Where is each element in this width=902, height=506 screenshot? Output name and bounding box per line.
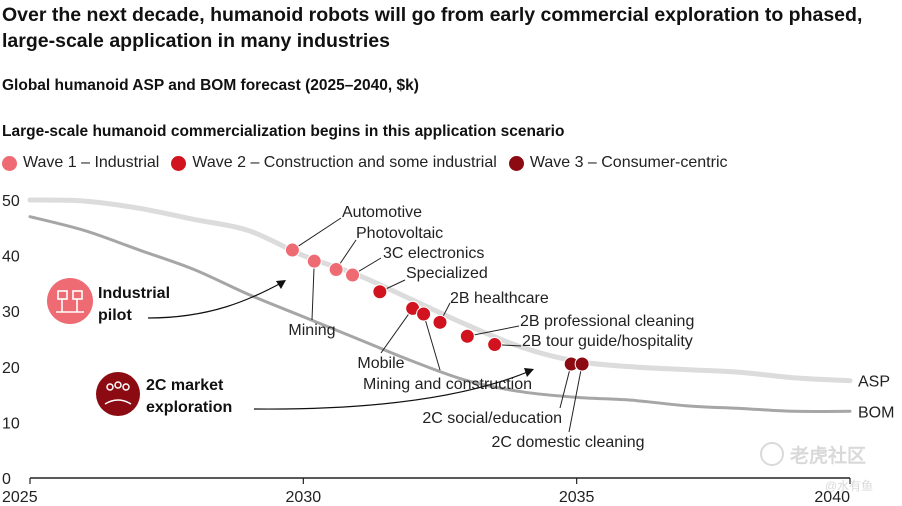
leader-line (292, 217, 342, 251)
industrial-pilot-label-line2: pilot (98, 307, 132, 324)
x-tick-label: 2025 (2, 489, 38, 506)
people-hand-icon (96, 372, 140, 416)
data-point-label: Specialized (406, 265, 488, 282)
legend-dot-wave-3 (508, 155, 524, 171)
leader-line (559, 363, 572, 409)
leader-line (568, 363, 583, 433)
y-tick-label: 50 (2, 193, 20, 210)
y-tick-label: 0 (2, 471, 11, 488)
data-point-label: 2B healthcare (450, 290, 549, 307)
data-point-label: 3C electronics (383, 245, 484, 262)
data-point (345, 267, 361, 283)
industrial-pilot-arrow (147, 281, 284, 319)
leader-line (380, 308, 414, 354)
legend-label-wave-1: Wave 1 – Industrial (23, 154, 160, 171)
series-line-asp (27, 197, 853, 384)
legend-item-wave-2: Wave 2 – Construction and some industria… (171, 154, 497, 172)
data-point (574, 356, 590, 372)
robot-arm-glyph (56, 290, 84, 313)
leader-line (423, 313, 441, 371)
series-label-bom: BOM (858, 404, 894, 421)
x-axis-ticks: 2025 2030 2035 2040 (2, 478, 851, 506)
data-point-label: 2C social/education (422, 410, 562, 427)
y-tick-label: 10 (2, 415, 20, 432)
legend-item-wave-1: Wave 1 – Industrial (2, 154, 159, 172)
chart-title: Over the next decade, humanoid robots wi… (2, 4, 863, 52)
consumer-label-line2: exploration (146, 399, 232, 416)
industrial-pilot-callout: Industrial pilot (47, 278, 286, 324)
y-axis-ticks: 0 10 20 30 40 50 (2, 193, 20, 488)
legend-label-wave-2: Wave 2 – Construction and some industria… (192, 154, 497, 171)
data-point (306, 253, 322, 269)
industrial-pilot-label-line1: Industrial (98, 285, 170, 302)
leader-lines (292, 217, 583, 433)
data-point (487, 337, 503, 353)
legend-dot-wave-1 (2, 155, 17, 171)
data-point (432, 314, 448, 330)
legend-dot-wave-2 (171, 155, 187, 171)
watermark-handle: @水有鱼 (825, 479, 873, 493)
watermark-logo-icon (760, 442, 784, 466)
data-points (284, 242, 590, 372)
data-point (328, 262, 344, 277)
data-point-label: Photovoltaic (356, 225, 443, 242)
consumer-label-line1: 2C market (146, 377, 224, 394)
x-tick-label: 2040 (814, 489, 850, 506)
people-hand-glyph (104, 381, 132, 405)
y-tick-label: 20 (2, 360, 20, 377)
scenario-heading: Large-scale humanoid commercialization b… (2, 123, 565, 140)
data-point-label: 2B tour guide/hospitality (522, 333, 693, 350)
data-point (284, 242, 300, 258)
legend: Wave 1 – Industrial Wave 2 – Constructio… (2, 152, 740, 174)
data-point-label: Mining and construction (363, 376, 532, 393)
data-point (416, 306, 432, 322)
chart-subtitle: Global humanoid ASP and BOM forecast (20… (2, 77, 419, 94)
leader-line (311, 261, 315, 321)
data-point (459, 328, 475, 344)
watermark-text: 老虎社区 (790, 444, 866, 467)
y-tick-label: 40 (2, 249, 20, 266)
robot-arm-icon (47, 278, 93, 324)
legend-item-wave-3: Wave 3 – Consumer-centric (508, 154, 728, 172)
consumer-callout: 2C market exploration (96, 368, 534, 416)
x-tick-label: 2035 (559, 489, 595, 506)
data-point-label: 2C domestic cleaning (492, 434, 645, 451)
series-end-labels: ASP BOM (858, 374, 894, 422)
leader-line (467, 325, 520, 337)
legend-label-wave-3: Wave 3 – Consumer-centric (529, 154, 728, 171)
data-point-label: Mobile (357, 355, 404, 372)
data-point-label: 2B professional cleaning (520, 313, 694, 330)
data-point-label: Automotive (342, 204, 422, 221)
x-tick-label: 2030 (286, 489, 322, 506)
data-point (372, 284, 388, 300)
consumer-arrowhead (524, 368, 534, 377)
series-label-asp: ASP (858, 374, 890, 391)
consumer-arrow (253, 370, 531, 410)
y-tick-label: 30 (2, 304, 20, 321)
series-lines (27, 197, 853, 413)
watermark: 老虎社区 @水有鱼 (760, 442, 873, 493)
data-point-label: Mining (288, 322, 335, 339)
data-point-labels: Automotive Mining Photovoltaic 3C electroni… (288, 204, 694, 451)
industrial-pilot-arrowhead (276, 280, 286, 289)
series-line-bom (28, 215, 852, 413)
